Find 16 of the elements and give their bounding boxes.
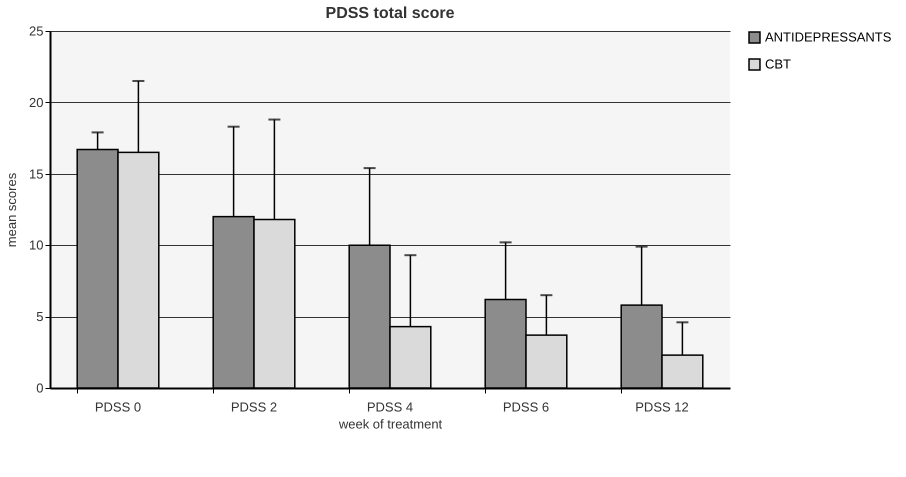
x-tick-label: PDSS 12 [635,400,689,414]
legend-label: ANTIDEPRESSANTS [765,30,892,44]
y-axis-title: mean scores [4,172,20,248]
y-tick-label: 5 [36,309,44,324]
legend-label: CBT [765,56,792,72]
y-tick-label: 25 [29,24,44,38]
x-tick-label: PDSS 6 [502,400,550,414]
y-tick-label: 0 [36,380,44,396]
y-tick-label: 20 [29,94,44,110]
x-tick-label: PDSS 4 [366,400,414,414]
y-tick-label: 10 [29,238,44,253]
x-tick-label: PDSS 0 [94,400,142,414]
y-tick-label: 15 [29,166,44,182]
x-tick-label: PDSS 2 [230,400,278,414]
x-axis-title: week of treatment [338,416,443,432]
chart-title: PDSS total score [326,5,455,22]
